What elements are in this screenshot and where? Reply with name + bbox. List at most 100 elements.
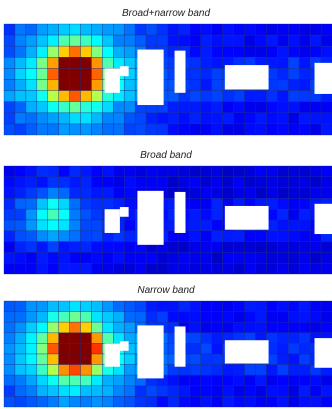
heatmap-cell (134, 385, 147, 397)
heatmap-cell (91, 396, 103, 408)
heatmap-cell (233, 396, 245, 408)
heatmap-cell (211, 396, 223, 408)
heatmap-cell (222, 187, 234, 199)
heatmap-cell (3, 68, 16, 80)
heatmap-cell (58, 241, 70, 253)
heatmap-cell (3, 219, 16, 232)
heatmap-cell (233, 230, 245, 242)
heatmap-cell (266, 23, 278, 36)
heatmap-cell (145, 252, 158, 264)
obstacle-shape (137, 325, 164, 379)
heatmap-cell (320, 123, 332, 136)
heatmap-cell (91, 23, 103, 36)
heatmap-cell (211, 364, 223, 376)
heatmap-cell (200, 396, 213, 408)
heatmap-cell (277, 343, 289, 355)
heatmap-cell (123, 101, 136, 114)
heatmap-cell (156, 165, 169, 178)
heatmap-cell (222, 311, 234, 323)
heatmap-cell (244, 252, 256, 264)
heatmap-cell (298, 112, 311, 125)
heatmap-cell (69, 396, 81, 408)
heatmap-cell (3, 23, 16, 36)
heatmap-cell (222, 45, 234, 58)
heatmap-cell (211, 45, 223, 58)
heatmap-cell (200, 385, 213, 397)
heatmap-cell (320, 385, 332, 397)
heatmap-cell (255, 364, 267, 376)
heatmap-cell (211, 311, 223, 323)
heatmap-cell (189, 208, 202, 221)
heatmap-cell (277, 176, 289, 188)
heatmap-cell (47, 219, 59, 232)
heatmap-cell (36, 219, 49, 232)
heatmap-cell (255, 101, 267, 114)
heatmap-cell (156, 262, 169, 275)
heatmap-cell (222, 396, 234, 408)
heatmap-cell (309, 385, 322, 397)
heatmap-cell (255, 176, 267, 188)
heatmap-cell (320, 321, 332, 334)
heatmap-cell (3, 396, 16, 408)
heatmap-cell (14, 165, 27, 178)
heatmap-cell (200, 332, 213, 344)
heatmap-cell (255, 321, 267, 334)
heatmap-cell (113, 252, 125, 264)
heatmap-cell (25, 23, 38, 36)
heatmap-cell (91, 45, 103, 58)
heatmap-cell (123, 90, 136, 102)
heatmap-cell (69, 198, 81, 210)
heatmap-cell (277, 68, 289, 80)
heatmap-cell (102, 252, 114, 264)
heatmap-cell (14, 219, 27, 232)
heatmap-cell (69, 252, 81, 264)
obstacle-shape (224, 205, 269, 230)
heatmap-cell (25, 396, 38, 408)
heatmap-cell (113, 123, 125, 136)
heatmap-cell (91, 187, 103, 199)
heatmap-cell (309, 187, 322, 199)
heatmap-cell (80, 321, 92, 334)
heatmap-cell (80, 112, 92, 125)
heatmap-cell (320, 165, 332, 178)
heatmap-cell (80, 45, 92, 58)
heatmap-cell (298, 198, 311, 210)
heatmap-cell (287, 262, 300, 275)
heatmap-cell (255, 300, 267, 312)
heatmap-cell (189, 364, 202, 376)
heatmap-cell (244, 396, 256, 408)
heatmap-cell (3, 332, 16, 344)
heatmap-cell (266, 45, 278, 58)
heatmap-cell (211, 219, 223, 232)
heatmap-cell (36, 34, 49, 47)
heatmap-cell (113, 321, 125, 334)
heatmap-cell (233, 321, 245, 334)
heatmap-cell (298, 252, 311, 264)
heatmap-cell (123, 374, 136, 387)
obstacle-shape (314, 62, 332, 94)
heatmap-cell (91, 68, 103, 80)
heatmap-cell (200, 343, 213, 355)
heatmap-cell (309, 45, 322, 58)
heatmap-cell (298, 300, 311, 312)
heatmap-cell (255, 45, 267, 58)
heatmap-cell (58, 23, 70, 36)
heatmap-cell (3, 321, 16, 334)
heatmap-cell (91, 353, 103, 365)
heatmap-cell (167, 252, 180, 264)
heatmap-cell (178, 123, 191, 136)
heatmap-cell (47, 123, 59, 136)
heatmap-cell (320, 300, 332, 312)
heatmap-cell (102, 56, 114, 69)
heatmap-cell (255, 23, 267, 36)
heatmap-cell (178, 101, 191, 114)
heatmap-cell (123, 364, 136, 376)
heatmap-cell (58, 374, 70, 387)
heatmap-cell (113, 23, 125, 36)
heatmap-cell (189, 23, 202, 36)
heatmap-cell (134, 300, 147, 312)
heatmap-cell (211, 34, 223, 47)
heatmap-cell (200, 208, 213, 221)
heatmap-cell (3, 101, 16, 114)
heatmap-cell (277, 241, 289, 253)
